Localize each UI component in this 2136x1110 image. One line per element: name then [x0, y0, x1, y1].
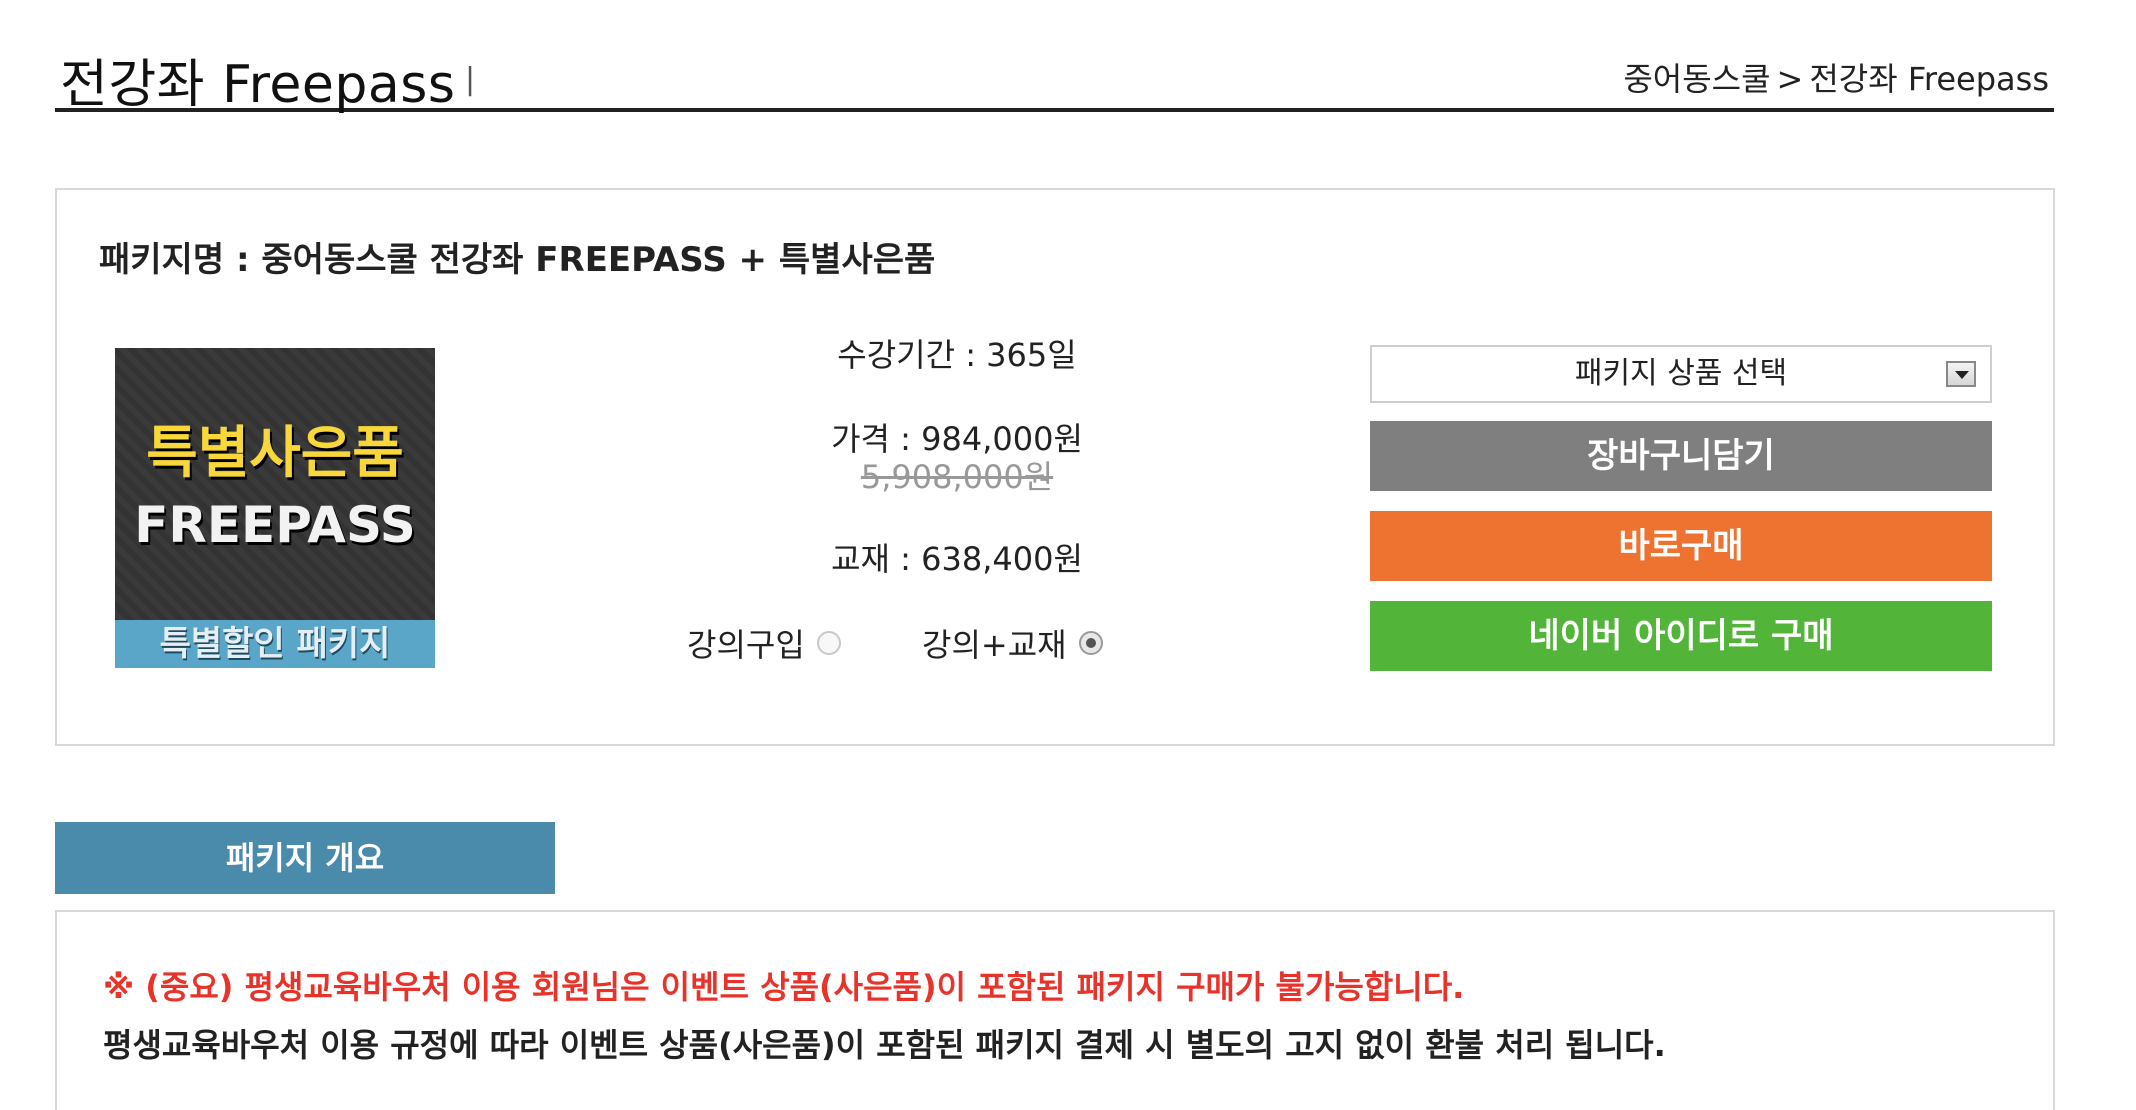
notice-detail: 평생교육바우처 이용 규정에 따라 이벤트 상품(사은품)이 포함된 패키지 결…: [103, 1026, 1666, 1064]
option-lecture-textbook[interactable]: 강의+교재: [922, 620, 1103, 666]
package-thumbnail: 특별사은품 FREEPASS 특별할인 패키지: [115, 348, 435, 668]
naver-purchase-button[interactable]: 네이버 아이디로 구매: [1370, 601, 1992, 671]
breadcrumb: 중어동스쿨 > 전강좌 Freepass: [1623, 54, 2049, 100]
tab-package-overview[interactable]: 패키지 개요: [55, 822, 555, 894]
radio-lecture-textbook[interactable]: [1078, 631, 1103, 655]
package-name: 패키지명 : 중어동스쿨 전강좌 FREEPASS + 특별사은품: [99, 240, 936, 280]
option-lecture-textbook-label: 강의+교재: [922, 626, 1067, 664]
chevron-right-icon: >: [1776, 60, 1804, 98]
thumbnail-freepass-text: FREEPASS: [134, 496, 416, 554]
textbook-price: 교재 : 638,400원: [831, 540, 1083, 578]
page-header: 전강좌 Freepass | 중어동스쿨 > 전강좌 Freepass: [55, 28, 2054, 115]
overview-content: ※ (중요) 평생교육바우처 이용 회원님은 이벤트 상품(사은품)이 포함된 …: [55, 910, 2055, 1110]
important-notice: ※ (중요) 평생교육바우처 이용 회원님은 이벤트 상품(사은품)이 포함된 …: [103, 968, 1465, 1006]
option-lecture-only[interactable]: 강의구입: [687, 620, 841, 666]
thumbnail-banner: 특별할인 패키지: [115, 620, 435, 668]
breadcrumb-home-link[interactable]: 중어동스쿨: [1623, 60, 1771, 98]
study-period: 수강기간 : 365일: [837, 336, 1077, 374]
breadcrumb-current: 전강좌 Freepass: [1809, 60, 2049, 98]
price: 가격 : 984,000원: [831, 420, 1083, 458]
package-select-value: 패키지 상품 선택: [1574, 356, 1788, 391]
buy-now-button[interactable]: 바로구매: [1370, 511, 1992, 581]
package-select[interactable]: 패키지 상품 선택: [1370, 345, 1992, 403]
option-lecture-only-label: 강의구입: [687, 626, 805, 664]
thumbnail-gift-text: 특별사은품: [146, 421, 404, 486]
dropdown-arrow-icon[interactable]: [1946, 361, 1976, 387]
radio-lecture-only[interactable]: [816, 631, 841, 655]
page-title: 전강좌 Freepass: [60, 55, 456, 115]
original-price: 5,908,000원: [860, 458, 1054, 496]
add-to-cart-button[interactable]: 장바구니담기: [1370, 421, 1992, 491]
title-separator: |: [465, 62, 476, 97]
package-box: 패키지명 : 중어동스쿨 전강좌 FREEPASS + 특별사은품 특별사은품 …: [55, 188, 2055, 746]
